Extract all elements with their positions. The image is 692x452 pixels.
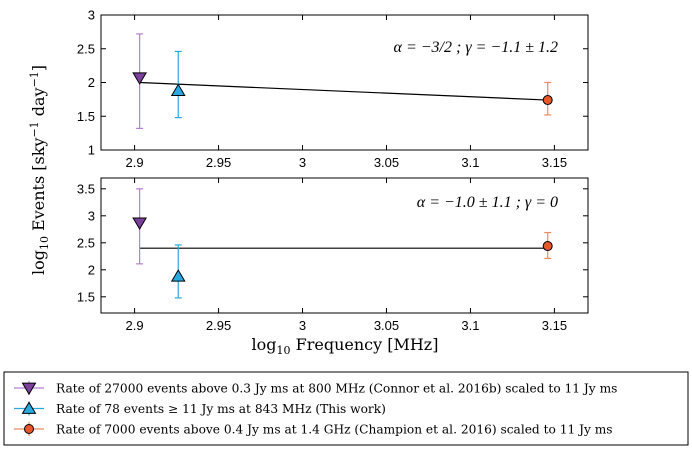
legend-frame [3, 371, 689, 446]
legend-label: Rate of 7000 events above 0.4 Jy ms at 1… [56, 423, 613, 437]
x-tick-label: 2.95 [206, 318, 231, 333]
bottom-panel: 2.9 2.95 3 3.05 3.1 3.15 1.5 2 2.5 3 3.5 α = −1.0 ±… [77, 177, 589, 333]
y-tick-label: 2 [88, 262, 95, 277]
data-point [542, 95, 553, 106]
x-tick-label: 3.1 [461, 155, 479, 170]
data-point [542, 241, 553, 252]
y-tick-label: 1.5 [77, 109, 95, 124]
plot-frame [100, 177, 589, 314]
annotation: α = −3/2 ; γ = −1.1 ± 1.2 [394, 39, 558, 56]
y-tick-label: 1.5 [77, 289, 95, 304]
x-tick-label: 3.15 [542, 155, 567, 170]
legend: Rate of 27000 events above 0.3 Jy ms at … [3, 371, 689, 446]
x-axis-label: log10 Frequency [MHz] [252, 335, 439, 357]
plot-frame [100, 14, 589, 151]
y-axis-label: log10 Events [sky−1 day−1] [28, 65, 51, 275]
y-tick-label: 2.5 [77, 41, 95, 56]
y-tick-label: 3 [88, 208, 95, 223]
x-tick-label: 3.05 [374, 318, 399, 333]
fit-line [139, 81, 548, 101]
y-tick-label: 2 [88, 75, 95, 90]
top-panel: 2.9 2.95 3 3.05 3.1 3.15 1 1.5 2 2.5 3 α = −3/2 ; γ… [77, 8, 589, 170]
legend-entry: Rate of 7000 events above 0.4 Jy ms at 1… [14, 422, 613, 437]
legend-marker [24, 424, 34, 434]
data-point [132, 72, 147, 85]
x-tick-label: 3.05 [374, 155, 399, 170]
legend-marker [21, 382, 37, 396]
legend-marker [21, 401, 37, 414]
svg-text:log10 Events [sky−1 day−1]: log10 Events [sky−1 day−1] [28, 65, 51, 275]
legend-entry: Rate of 27000 events above 0.3 Jy ms at … [14, 381, 617, 396]
x-tick-label: 2.95 [206, 155, 231, 170]
y-tick-label: 1 [88, 143, 95, 158]
legend-label: Rate of 27000 events above 0.3 Jy ms at … [56, 382, 617, 396]
x-tick-label: 3 [299, 155, 306, 170]
x-tick-label: 2.9 [126, 318, 144, 333]
legend-entry: Rate of 78 events ≥ 11 Jy ms at 843 MHz … [14, 401, 386, 416]
legend-label: Rate of 78 events ≥ 11 Jy ms at 843 MHz … [56, 402, 386, 416]
x-tick-label: 3.15 [542, 318, 567, 333]
data-point [170, 269, 186, 282]
y-tick-label: 3.5 [77, 181, 95, 196]
data-point [170, 83, 186, 96]
data-point [132, 217, 147, 230]
y-tick-label: 2.5 [77, 235, 95, 250]
y-tick-label: 3 [88, 8, 95, 23]
x-tick-label: 2.9 [126, 155, 144, 170]
x-tick-label: 3.1 [461, 318, 479, 333]
x-tick-label: 3 [299, 318, 306, 333]
annotation: α = −1.0 ± 1.1 ; γ = 0 [417, 194, 558, 211]
